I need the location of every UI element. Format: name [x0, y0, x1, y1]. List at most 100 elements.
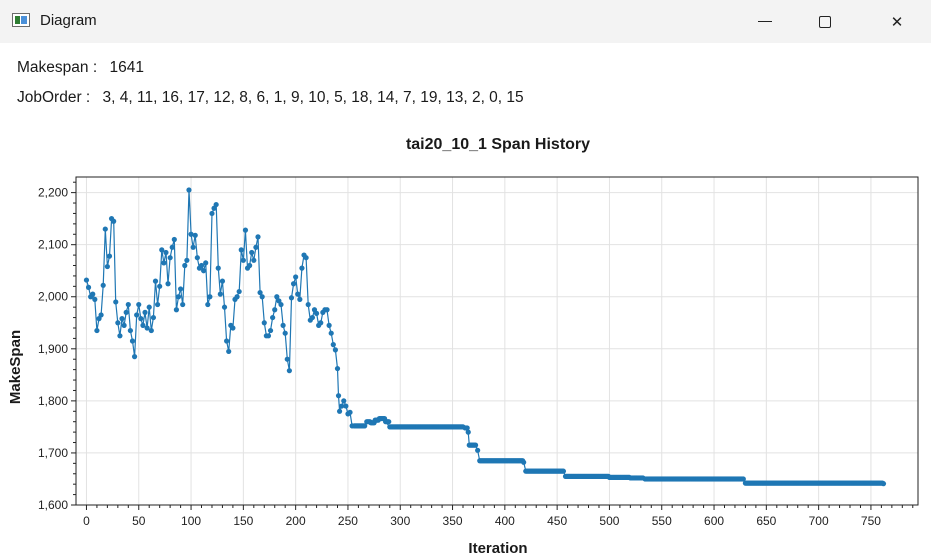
x-tick-label: 350 — [443, 514, 463, 528]
x-tick-label: 0 — [83, 514, 90, 528]
data-point — [201, 268, 207, 274]
data-point — [219, 278, 226, 284]
data-point — [169, 244, 175, 250]
data-point — [465, 429, 471, 435]
data-point — [297, 296, 303, 302]
makespan-label: Makespan : — [17, 59, 98, 76]
chart-grid — [76, 177, 918, 506]
x-tick-label: 200 — [286, 514, 306, 528]
data-point — [85, 284, 92, 290]
y-tick-label: 2,100 — [38, 238, 68, 252]
data-point — [146, 304, 152, 310]
x-tick-label: 500 — [599, 514, 619, 528]
data-point — [188, 231, 194, 237]
data-point — [386, 419, 392, 425]
data-point — [234, 294, 240, 300]
chart-axes: 0 50 100 150 200 250 300 350 400 450 500 550 600 650 7… — [38, 181, 914, 528]
data-point — [92, 296, 98, 302]
data-point — [272, 307, 278, 313]
data-point — [173, 307, 180, 313]
data-point — [267, 327, 274, 334]
data-point — [270, 314, 276, 321]
joborder-value: 3, 4, 11, 16, 17, 12, 8, 6, 1, 9, 10, 5,… — [102, 89, 524, 106]
data-point — [224, 338, 230, 344]
data-point — [282, 330, 288, 336]
minimize-icon — [758, 21, 772, 22]
data-point — [326, 322, 332, 328]
data-point — [309, 314, 315, 321]
data-point — [347, 409, 353, 415]
data-point — [341, 398, 347, 404]
close-button[interactable]: ✕ — [874, 0, 920, 43]
y-tick-label: 1,900 — [38, 342, 68, 356]
data-point — [94, 327, 100, 334]
y-tick-label: 2,000 — [38, 290, 68, 304]
data-point — [274, 294, 280, 300]
data-point — [111, 218, 117, 224]
data-point — [205, 301, 211, 308]
data-point — [242, 227, 249, 233]
data-point — [221, 304, 228, 310]
plot-frame — [75, 176, 919, 506]
makespan-row: Makespan : 1641 — [17, 59, 144, 77]
data-point — [140, 322, 146, 328]
span-history-chart: tai20_10_1 Span History 0 50 100 150 200 250 3… — [7, 136, 919, 555]
data-point — [305, 301, 311, 308]
data-point — [129, 338, 136, 344]
data-point — [313, 310, 320, 317]
data-point — [343, 403, 349, 409]
data-point — [119, 316, 125, 322]
data-point — [98, 312, 104, 318]
series-line — [85, 189, 884, 485]
x-tick-label: 250 — [338, 514, 358, 528]
data-point — [121, 322, 127, 328]
data-point — [464, 425, 470, 431]
data-point — [184, 257, 190, 263]
x-tick-label: 450 — [547, 514, 567, 528]
data-point — [131, 354, 138, 360]
data-point — [154, 301, 161, 308]
x-tick-label: 100 — [181, 514, 201, 528]
data-point — [238, 247, 244, 253]
data-point — [113, 299, 119, 305]
data-point — [152, 278, 159, 284]
joborder-label: JobOrder : — [17, 89, 91, 106]
y-tick-label: 1,600 — [38, 498, 68, 512]
x-tick-label: 600 — [704, 514, 724, 528]
data-point — [255, 234, 261, 240]
data-point — [167, 255, 173, 261]
data-point — [284, 356, 290, 362]
data-point — [318, 320, 324, 326]
x-tick-label: 700 — [809, 514, 829, 528]
data-point — [303, 255, 309, 261]
data-point — [240, 257, 246, 263]
data-point — [521, 459, 527, 465]
data-point — [83, 277, 90, 283]
minimize-button[interactable] — [742, 0, 788, 43]
data-point — [142, 309, 148, 315]
joborder-row: JobOrder : 3, 4, 11, 16, 17, 12, 8, 6, 1… — [17, 89, 524, 107]
data-point — [161, 260, 167, 266]
x-tick-label: 650 — [756, 514, 776, 528]
data-point — [253, 244, 259, 250]
y-tick-label: 2,200 — [38, 186, 68, 200]
data-point — [136, 301, 142, 308]
x-tick-label: 50 — [132, 514, 146, 528]
data-point — [257, 289, 263, 296]
data-point — [230, 325, 236, 331]
data-point — [123, 309, 129, 315]
data-point — [265, 333, 272, 339]
data-point — [159, 247, 165, 253]
y-tick-label: 1,800 — [38, 394, 68, 408]
data-point — [207, 294, 213, 300]
data-point — [280, 322, 286, 328]
close-icon: ✕ — [890, 13, 904, 31]
data-point — [198, 262, 205, 269]
window-title: Diagram — [40, 12, 97, 29]
maximize-button[interactable] — [802, 0, 848, 43]
data-point — [217, 291, 223, 297]
data-point — [335, 393, 342, 399]
data-point — [106, 253, 113, 259]
app-window-icon — [12, 13, 30, 27]
data-point — [171, 236, 177, 243]
